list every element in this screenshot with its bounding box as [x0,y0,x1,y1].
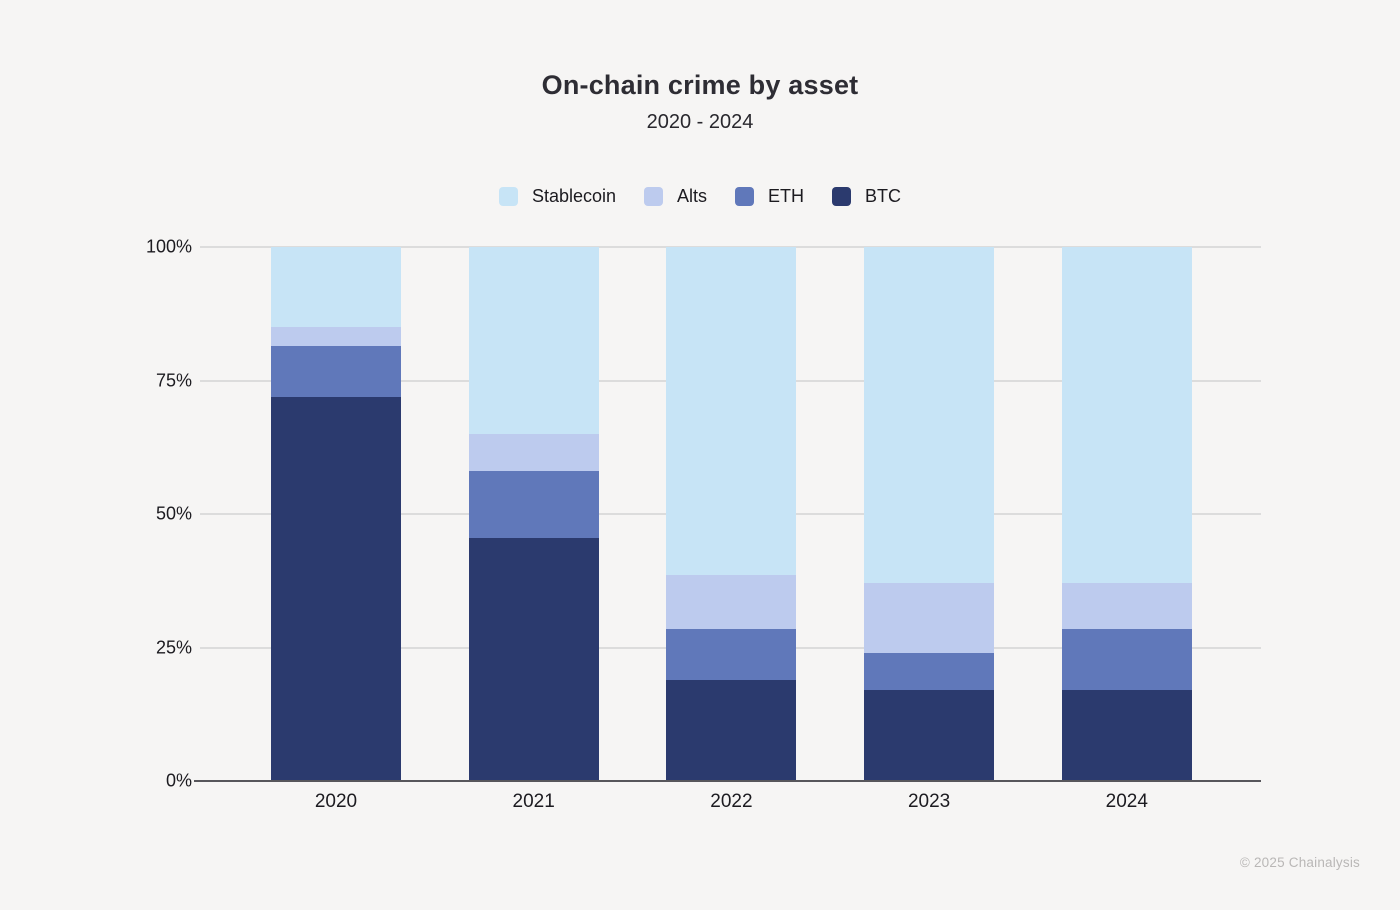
legend-swatch-eth [735,187,755,206]
bar-segment-stablecoin-2024 [1061,247,1192,584]
legend-label: Stablecoin [531,186,617,206]
y-tick-label-0: 0% [165,770,192,791]
x-tick-label-2024: 2024 [1105,791,1148,812]
x-axis-labels: 2020 2021 2022 2023 2024 [200,791,1261,821]
bar-segment-btc-2022 [666,679,797,781]
bar-segment-eth-2022 [666,628,797,680]
legend-swatch-btc [832,187,852,206]
legend-label: BTC [865,186,902,206]
legend-item-eth[interactable]: ETH [735,186,804,207]
bar-group-2022 [666,247,797,781]
bar-group-2023 [864,247,995,781]
bar-segment-eth-2024 [1061,628,1192,691]
bar-segment-stablecoin-2022 [666,247,797,576]
y-tick-label-50: 50% [155,503,192,524]
bar-segment-stablecoin-2023 [864,247,995,584]
bar-segment-btc-2020 [271,396,401,781]
legend-item-alts[interactable]: Alts [644,186,707,207]
y-axis-labels: 0% 25% 50% 75% 100% [0,237,192,791]
bar-segment-stablecoin-2021 [468,247,599,434]
title-block: On-chain crime by asset 2020 - 2024 [0,70,1400,134]
bar-segment-alts-2022 [666,575,797,629]
bar-segment-alts-2021 [468,433,599,472]
y-tick-label-25: 25% [155,637,192,657]
y-tick-label-100: 100% [145,236,192,257]
gridline-100 [200,246,1261,248]
bar-segment-alts-2020 [271,327,401,346]
bar-segment-alts-2024 [1061,583,1192,629]
chart-subtitle: 2020 - 2024 [646,111,754,133]
bar-group-2020 [271,247,401,781]
legend-swatch-stablecoin [498,187,518,206]
bar-segment-alts-2023 [864,583,995,653]
bar-segment-btc-2024 [1061,690,1192,781]
chart-title: On-chain crime by asset [541,70,859,100]
bar-group-2021 [468,247,599,781]
legend: Stablecoin Alts ETH BTC [0,186,1400,207]
legend-label: ETH [768,186,805,206]
bar-group-2024 [1061,247,1192,781]
x-tick-label-2023: 2023 [907,791,951,812]
bar-segment-eth-2021 [468,471,599,539]
bar-segment-eth-2020 [271,345,401,397]
x-axis-line [194,780,1261,782]
legend-item-stablecoin[interactable]: Stablecoin [498,186,617,207]
plot-area [194,246,1261,782]
legend-item-btc[interactable]: BTC [832,186,901,207]
footer-credit: © 2025 Chainalysis [1239,855,1360,870]
x-tick-label-2022: 2022 [710,791,753,812]
bar-segment-stablecoin-2020 [271,247,401,328]
legend-swatch-alts [644,187,664,206]
x-tick-label-2020: 2020 [314,791,358,812]
bar-segment-btc-2021 [468,538,599,781]
x-tick-label-2021: 2021 [512,791,555,812]
y-tick-label-75: 75% [155,370,192,390]
bar-segment-btc-2023 [864,690,995,781]
legend-label: Alts [677,186,708,206]
bar-segment-eth-2023 [864,652,995,691]
